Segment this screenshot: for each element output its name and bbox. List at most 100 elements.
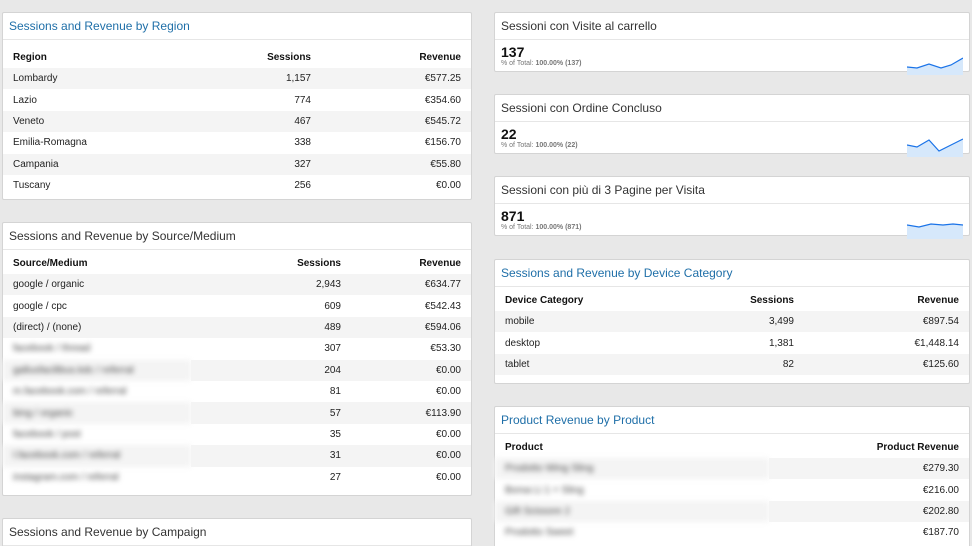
col-header-revenue[interactable]: Revenue xyxy=(419,51,461,63)
col-header-region[interactable]: Region xyxy=(13,51,47,63)
table-header-row: Region Sessions Revenue xyxy=(3,46,471,68)
cell-sessions: 1,381 xyxy=(768,337,794,349)
cell-sessions: 31 xyxy=(191,445,351,467)
device-card: Sessions and Revenue by Device Category … xyxy=(494,259,970,384)
col-header-product-revenue[interactable]: Product Revenue xyxy=(876,441,959,453)
percent-of-total-value: 100.00% (22) xyxy=(535,142,578,149)
cell-revenue: €634.77 xyxy=(351,274,471,296)
cell-sessions: 35 xyxy=(329,428,341,440)
cell-region: Tuscany xyxy=(13,180,51,192)
cell-device: tablet xyxy=(495,353,654,376)
scorecard-cart-visits: Sessioni con Visite al carrello 137 % of… xyxy=(494,12,970,75)
table-row: (direct) / (none) 489 €594.06 xyxy=(3,316,471,339)
table-row: bing / organic 57 €113.90 xyxy=(3,402,471,424)
cell-product-revenue: €187.70 xyxy=(922,527,959,539)
cell-revenue: €577.25 xyxy=(321,68,471,90)
cell-revenue: €354.60 xyxy=(424,94,461,106)
cell-product-redacted: Prodotto Sweet xyxy=(505,527,574,539)
cell-product-revenue: €202.80 xyxy=(769,500,969,523)
cell-revenue: €0.00 xyxy=(435,180,461,192)
percent-of-total-value: 100.00% (137) xyxy=(535,60,582,67)
col-header-sessions[interactable]: Sessions xyxy=(297,257,341,269)
region-table: Region Sessions Revenue Lombardy 1,157 €57… xyxy=(3,46,471,196)
cell-source-medium-redacted: l.facebook.com / referral xyxy=(3,445,191,467)
cell-region: Veneto xyxy=(3,110,151,133)
cell-sessions: 204 xyxy=(191,359,351,381)
cell-source-medium: google / cpc xyxy=(13,300,67,312)
col-header-sessions[interactable]: Sessions xyxy=(267,51,311,63)
cell-source-medium-redacted: facebook / thread xyxy=(13,343,91,355)
percent-of-total-label: % of Total: xyxy=(501,224,534,231)
cell-revenue: €125.60 xyxy=(804,353,969,376)
cell-sessions: 3,499 xyxy=(654,311,804,333)
cell-source-medium-redacted: m.facebook.com / referral xyxy=(13,386,127,398)
cell-revenue: €594.06 xyxy=(351,316,471,339)
table-row: Borsa Li 1 + Sling €216.00 xyxy=(495,479,969,500)
table-row: instagram.com / referral 27 €0.00 xyxy=(3,467,471,488)
cell-product-redacted: Borsa Li 1 + Sling xyxy=(505,484,584,496)
cell-sessions: 307 xyxy=(324,343,341,355)
cell-source-medium-redacted: facebook / post xyxy=(13,428,81,440)
cell-revenue: €55.80 xyxy=(321,153,471,175)
cell-region: Lazio xyxy=(13,94,37,106)
col-header-product[interactable]: Product xyxy=(505,441,543,453)
table-row: Gift Scissore 2 €202.80 xyxy=(495,500,969,523)
scorecard-title: Sessioni con Ordine Concluso xyxy=(495,95,969,122)
cell-device: desktop xyxy=(505,337,541,349)
table-row: m.facebook.com / referral 81 €0.00 xyxy=(3,381,471,402)
scorecard-value: 871 xyxy=(501,208,525,224)
cell-revenue: €53.30 xyxy=(430,343,461,355)
scorecard-value: 137 xyxy=(501,44,525,60)
table-row: tablet 82 €125.60 xyxy=(495,353,969,376)
cell-sessions: 327 xyxy=(151,153,321,175)
cell-revenue: €113.90 xyxy=(351,402,471,424)
campaign-card-title: Sessions and Revenue by Campaign xyxy=(3,519,471,546)
scorecard-3-plus-pages: Sessioni con più di 3 Pagine per Visita … xyxy=(494,176,970,239)
scorecard-percent-of-total: % of Total: 100.00% (871) xyxy=(495,224,969,231)
cell-sessions: 27 xyxy=(329,471,341,483)
percent-of-total-value: 100.00% (871) xyxy=(535,224,582,231)
device-rows: mobile 3,499 €897.54 desktop 1,381 €1,448.14… xyxy=(495,311,969,376)
cell-device: mobile xyxy=(495,311,654,333)
product-card-title: Product Revenue by Product xyxy=(495,407,969,434)
scorecard-completed-orders: Sessioni con Ordine Concluso 22 % of Tot… xyxy=(494,94,970,157)
cell-sessions: 2,943 xyxy=(191,274,351,296)
table-row: mobile 3,499 €897.54 xyxy=(495,311,969,333)
scorecard-title: Sessioni con Visite al carrello xyxy=(495,13,969,40)
product-card: Product Revenue by Product Product Produ… xyxy=(494,406,970,546)
cell-source-medium-redacted: gallusfacilibus.kdc / referral xyxy=(3,359,191,381)
sparkline-chart xyxy=(907,57,963,75)
table-row: l.facebook.com / referral 31 €0.00 xyxy=(3,445,471,467)
col-header-sessions[interactable]: Sessions xyxy=(750,294,794,306)
product-table: Product Product Revenue Prodotto Wing Sl… xyxy=(495,436,969,544)
table-row: Prodotto Wing Sling €279.30 xyxy=(495,458,969,480)
cell-product-redacted: Prodotto Wing Sling xyxy=(495,458,769,480)
cell-product-redacted: Gift Scissore 2 xyxy=(495,500,769,523)
table-row: facebook / post 35 €0.00 xyxy=(3,424,471,445)
percent-of-total-label: % of Total: xyxy=(501,142,534,149)
cell-revenue: €0.00 xyxy=(351,359,471,381)
cell-revenue: €0.00 xyxy=(435,471,461,483)
col-header-source-medium[interactable]: Source/Medium xyxy=(13,257,88,269)
cell-source-medium: (direct) / (none) xyxy=(3,316,191,339)
product-rows: Prodotto Wing Sling €279.30 Borsa Li 1 + … xyxy=(495,458,969,544)
region-card: Sessions and Revenue by Region Region Se… xyxy=(2,12,472,200)
cell-revenue: €156.70 xyxy=(424,137,461,149)
table-header-row: Device Category Sessions Revenue xyxy=(495,289,969,311)
source-medium-rows: google / organic 2,943 €634.77 google / cp… xyxy=(3,274,471,488)
scorecard-percent-of-total: % of Total: 100.00% (137) xyxy=(495,60,969,67)
cell-revenue: €0.00 xyxy=(435,386,461,398)
scorecard-title: Sessioni con più di 3 Pagine per Visita xyxy=(495,177,969,204)
region-rows: Lombardy 1,157 €577.25 Lazio 774 €354.60 Ven… xyxy=(3,68,471,196)
cell-source-medium-redacted: instagram.com / referral xyxy=(13,471,119,483)
table-row: Veneto 467 €545.72 xyxy=(3,110,471,133)
region-card-title: Sessions and Revenue by Region xyxy=(3,13,471,40)
cell-revenue: €0.00 xyxy=(435,428,461,440)
col-header-revenue[interactable]: Revenue xyxy=(419,257,461,269)
sparkline-chart xyxy=(907,223,963,239)
col-header-device-category[interactable]: Device Category xyxy=(505,294,584,306)
cell-region: Lombardy xyxy=(3,68,151,90)
campaign-card: Sessions and Revenue by Campaign xyxy=(2,518,472,546)
col-header-revenue[interactable]: Revenue xyxy=(917,294,959,306)
table-header-row: Product Product Revenue xyxy=(495,436,969,458)
